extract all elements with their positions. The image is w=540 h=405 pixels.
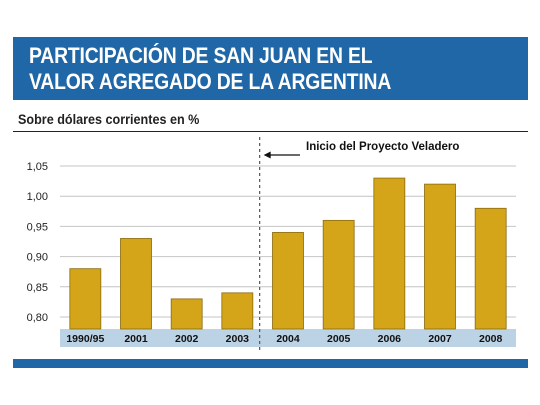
x-tick-label: 2008: [479, 333, 503, 345]
x-axis-ticks: 1990/95 2001 2002 2003 2004 2005 2006 2007 2008: [66, 333, 502, 345]
arrow-left-icon: [263, 151, 271, 159]
footer-bar: [13, 359, 528, 368]
bar: [120, 238, 152, 330]
y-tick-label: 0,95: [27, 221, 48, 233]
x-tick-label: 2007: [428, 333, 452, 345]
x-tick-label: 2003: [226, 333, 250, 345]
y-axis-ticks: 0,80 0,85 0,90 0,95 1,00 1,05: [27, 161, 48, 324]
bar: [272, 232, 304, 330]
bar: [69, 268, 102, 330]
x-tick-label: 2001: [124, 333, 148, 345]
x-tick-label: 2004: [276, 333, 300, 345]
x-tick-label: 2002: [175, 333, 199, 345]
y-tick-label: 0,85: [27, 282, 48, 294]
y-tick-label: 0,90: [27, 252, 48, 264]
chart-subtitle: Sobre dólares corrientes en %: [18, 111, 200, 127]
y-tick-label: 1,00: [27, 191, 48, 203]
category-band: [60, 329, 516, 347]
bar: [424, 183, 456, 330]
x-tick-label: 2005: [327, 333, 351, 345]
bar: [221, 292, 254, 330]
title-line-1: PARTICIPACIÓN DE SAN JUAN EN EL: [29, 43, 373, 68]
y-tick-label: 1,05: [27, 161, 48, 173]
veladero-annotation: Inicio del Proyecto Veladero: [263, 141, 459, 159]
bar: [373, 177, 406, 330]
x-tick-label: 1990/95: [66, 333, 104, 345]
bar: [170, 298, 203, 330]
annotation-label: Inicio del Proyecto Veladero: [306, 141, 459, 153]
title-banner: PARTICIPACIÓN DE SAN JUAN EN EL VALOR AG…: [13, 37, 528, 100]
subtitle-rule: [13, 131, 528, 132]
chart-title: PARTICIPACIÓN DE SAN JUAN EN EL VALOR AG…: [29, 43, 391, 95]
x-tick-label: 2006: [378, 333, 402, 345]
bar: [322, 219, 355, 330]
bars: [69, 177, 507, 330]
title-line-2: VALOR AGREGADO DE LA ARGENTINA: [29, 69, 392, 94]
y-tick-label: 0,80: [27, 312, 48, 324]
bar: [474, 207, 507, 330]
